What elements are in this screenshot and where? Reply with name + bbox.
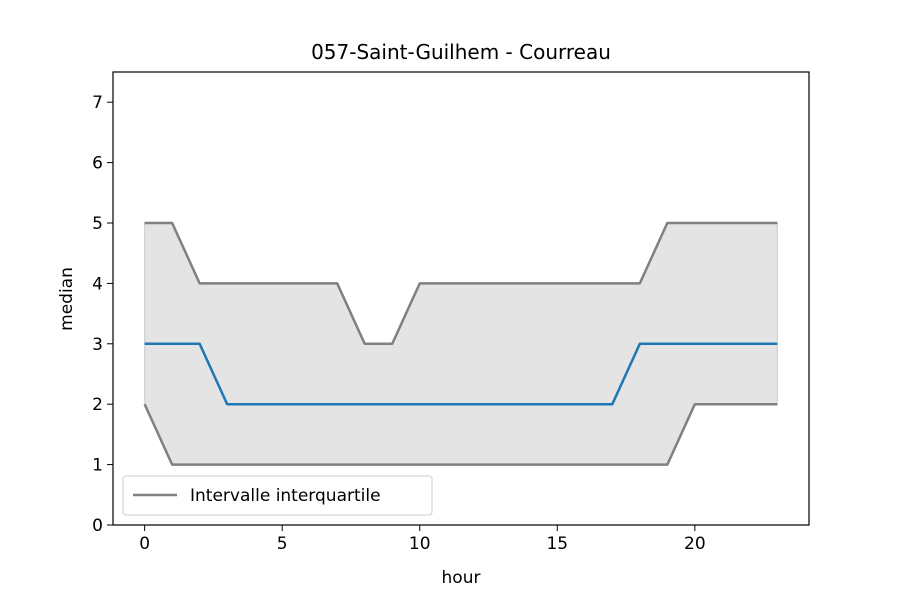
y-tick-label: 1 [92,456,103,476]
y-tick-label: 3 [92,335,103,355]
y-tick-label: 6 [92,154,103,174]
q25-line [143,402,778,466]
x-tick-label: 15 [546,534,568,554]
y-axis: 0 1 2 3 4 5 6 7 [92,93,113,536]
median-line [144,342,778,406]
y-tick-label: 4 [92,274,103,294]
legend-box [122,475,433,516]
x-axis-label: hour [442,568,481,588]
x-tick-label: 10 [409,534,431,554]
y-tick-label: 7 [92,93,103,113]
y-tick-label: 2 [92,395,103,415]
x-axis: 0 5 10 15 20 [139,525,706,554]
x-tick-label: 0 [139,534,150,554]
y-tick-label: 0 [92,516,103,536]
legend-label-iqr: Intervalle interquartile [190,486,381,506]
x-tick-label: 5 [277,534,288,554]
chart-title: 057-Saint-Guilhem - Courreau [311,40,611,64]
x-tick-label: 20 [684,534,706,554]
y-tick-label: 5 [92,214,103,234]
plot-area [112,71,810,526]
plot-frame [112,71,810,526]
legend: Intervalle interquartile [122,475,433,516]
q75-line [144,221,778,346]
y-axis-label: median [57,267,77,331]
